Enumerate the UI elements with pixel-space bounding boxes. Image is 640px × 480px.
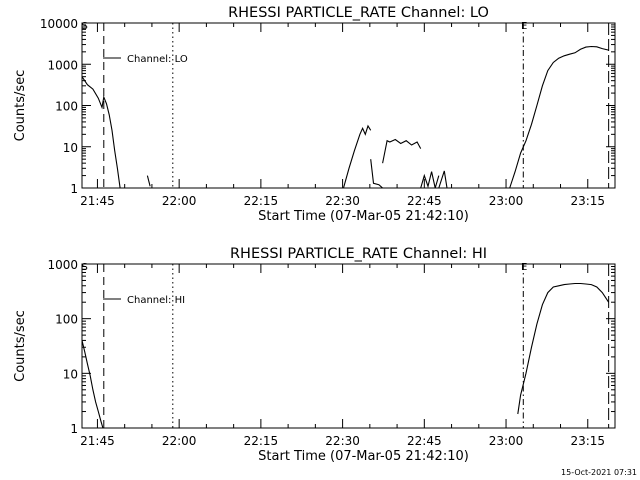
y-axis-label: Counts/sec	[13, 70, 28, 142]
x-tick-label: 22:30	[325, 434, 360, 448]
lo-channel-panel: RHESSI PARTICLE_RATE Channel: LO 1 10 100 10…	[13, 5, 616, 224]
series-segment-1	[146, 175, 151, 187]
x-tick-label: 22:45	[407, 194, 442, 208]
y-tick-label: 100	[55, 313, 78, 327]
y-tick-label: 10	[63, 141, 78, 155]
series-segment-5	[420, 171, 440, 189]
legend-label: Channel: HI	[127, 295, 185, 306]
x-tick-label: 21:45	[80, 434, 115, 448]
x-axis-label: Start Time (07-Mar-05 21:42:10)	[258, 209, 469, 224]
hi-channel-panel: RHESSI PARTICLE_RATE Channel: HI 1 10 100 10…	[13, 246, 616, 464]
series-segment-4	[382, 138, 422, 164]
marker-s: S	[82, 262, 88, 273]
series-segment-0	[81, 340, 104, 429]
series-segment-1	[517, 282, 610, 415]
y-tick-label: 10000	[40, 17, 78, 31]
y-tick-label: 1	[70, 422, 78, 436]
x-tick-label: 23:15	[570, 434, 605, 448]
timestamp: 15-Oct-2021 07:31	[561, 468, 637, 477]
y-axis-label: Counts/sec	[13, 310, 28, 382]
x-tick-label: 21:45	[80, 194, 115, 208]
marker-e: E	[521, 21, 527, 32]
x-tick-label: 23:00	[489, 194, 524, 208]
marker-s: S	[82, 21, 88, 32]
series-segment-0	[81, 76, 121, 189]
x-tick-label: 22:30	[325, 194, 360, 208]
x-tick-label: 22:00	[162, 194, 197, 208]
plot-frame	[81, 263, 616, 429]
x-tick-label: 22:15	[244, 434, 279, 448]
y-tick-label: 1	[70, 182, 78, 196]
plot-frame	[81, 22, 616, 189]
x-tick-label: 22:00	[162, 434, 197, 448]
x-axis-label: Start Time (07-Mar-05 21:42:10)	[258, 449, 469, 464]
y-tick-label: 100	[55, 100, 78, 114]
chart-title: RHESSI PARTICLE_RATE Channel: LO	[228, 5, 489, 21]
x-tick-label: 23:00	[489, 434, 524, 448]
marker-e: E	[521, 262, 527, 273]
y-tick-label: 10	[63, 367, 78, 381]
legend-label: Channel: LO	[127, 54, 188, 65]
x-tick-label: 22:45	[407, 434, 442, 448]
series-segment-3	[370, 159, 383, 189]
y-tick-label: 1000	[47, 258, 78, 272]
series-segment-6	[438, 170, 448, 189]
x-tick-label: 22:15	[244, 194, 279, 208]
chart-title: RHESSI PARTICLE_RATE Channel: HI	[230, 246, 487, 262]
series-segment-2	[342, 124, 372, 189]
x-tick-label: 23:15	[570, 194, 605, 208]
y-tick-label: 1000	[47, 58, 78, 72]
series-segment-7	[509, 45, 609, 189]
